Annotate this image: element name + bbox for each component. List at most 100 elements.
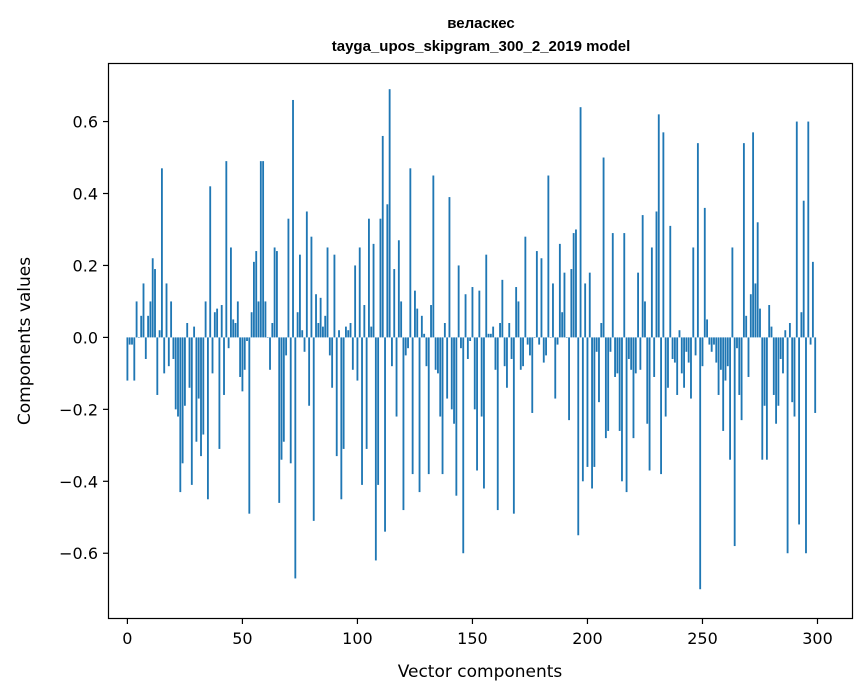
bar-101 [358, 247, 361, 338]
bar-105 [368, 218, 370, 338]
bar-120 [402, 337, 405, 511]
bar-15 [160, 168, 163, 338]
bar-170 [517, 301, 520, 338]
bar-296 [807, 121, 810, 338]
bar-250 [701, 337, 704, 367]
bar-24 [181, 337, 184, 464]
bar-4 [135, 301, 138, 338]
bar-8 [144, 337, 147, 359]
bar-12 [154, 269, 156, 338]
bar-289 [791, 337, 794, 403]
bar-233 [662, 132, 665, 338]
bar-100 [356, 337, 359, 381]
bar-232 [660, 337, 662, 475]
bar-97 [349, 323, 352, 338]
bar-139 [446, 337, 449, 399]
bar-268 [742, 143, 745, 338]
bar-243 [685, 337, 688, 352]
bar-116 [393, 269, 396, 338]
bar-126 [416, 308, 419, 338]
y-tick-label: −0.2 [59, 400, 98, 419]
bar-112 [384, 337, 386, 532]
y-axis-label: Components values [15, 257, 35, 425]
bar-130 [425, 337, 428, 367]
bar-138 [443, 323, 446, 338]
bar-47 [234, 323, 237, 338]
bar-158 [489, 333, 492, 338]
bar-171 [519, 337, 522, 370]
bar-258 [719, 337, 722, 370]
bar-275 [759, 308, 761, 338]
bar-39 [216, 308, 219, 338]
bar-124 [411, 337, 414, 475]
bar-269 [745, 315, 748, 338]
bar-252 [706, 319, 708, 338]
bar-239 [676, 337, 679, 395]
bar-46 [232, 319, 235, 338]
bar-246 [692, 247, 695, 338]
bar-74 [296, 312, 299, 338]
bar-114 [388, 89, 391, 338]
bar-156 [485, 254, 488, 338]
bar-3 [133, 337, 136, 381]
y-tick-label: −0.4 [59, 472, 98, 491]
bar-153 [478, 290, 481, 338]
bar-91 [335, 337, 338, 457]
bar-84 [319, 297, 322, 338]
bar-134 [434, 337, 437, 370]
bar-213 [616, 337, 619, 374]
bar-285 [782, 337, 784, 374]
bar-119 [400, 301, 403, 338]
bar-283 [777, 337, 780, 406]
bar-244 [687, 337, 690, 363]
chart-title: веласкес [447, 15, 515, 32]
bar-242 [683, 337, 685, 388]
bar-38 [213, 312, 216, 338]
y-tick-label: 0.2 [73, 256, 98, 275]
bar-36 [209, 186, 212, 338]
bar-140 [448, 197, 451, 338]
bar-43 [225, 161, 228, 338]
bar-95 [345, 326, 347, 338]
bar-11 [151, 258, 154, 338]
bar-152 [476, 337, 478, 471]
bar-55 [253, 261, 255, 338]
bar-110 [379, 218, 382, 338]
bar-18 [167, 337, 170, 367]
bar-157 [487, 333, 490, 338]
y-tick-label: 0.4 [73, 185, 98, 204]
bar-9 [147, 315, 150, 338]
bar-248 [696, 143, 699, 338]
bar-185 [552, 283, 554, 338]
bar-73 [294, 337, 297, 579]
bar-121 [404, 337, 407, 356]
bar-57 [257, 301, 260, 338]
bar-235 [667, 337, 669, 388]
bar-166 [508, 323, 511, 338]
x-axis-ticks: 0 50 100 150 200 250 300 [122, 618, 833, 648]
bar-214 [618, 337, 621, 431]
bar-143 [455, 337, 458, 496]
bar-141 [450, 337, 453, 410]
bar-145 [460, 337, 462, 349]
bar-79 [308, 337, 311, 406]
bar-273 [754, 283, 757, 338]
bar-256 [715, 337, 718, 363]
bar-184 [549, 337, 552, 338]
bar-237 [671, 337, 674, 359]
bar-265 [736, 337, 738, 349]
bar-32 [200, 337, 202, 457]
bar-107 [372, 243, 375, 338]
bar-260 [724, 337, 727, 381]
bar-26 [186, 323, 189, 338]
bar-117 [395, 337, 398, 417]
bar-225 [644, 301, 646, 338]
x-tick-label: 150 [457, 629, 488, 648]
bar-6 [140, 315, 143, 338]
bar-249 [699, 337, 702, 590]
bar-42 [223, 337, 225, 395]
bar-222 [637, 272, 639, 338]
bar-80 [310, 236, 313, 338]
bar-168 [512, 337, 515, 514]
